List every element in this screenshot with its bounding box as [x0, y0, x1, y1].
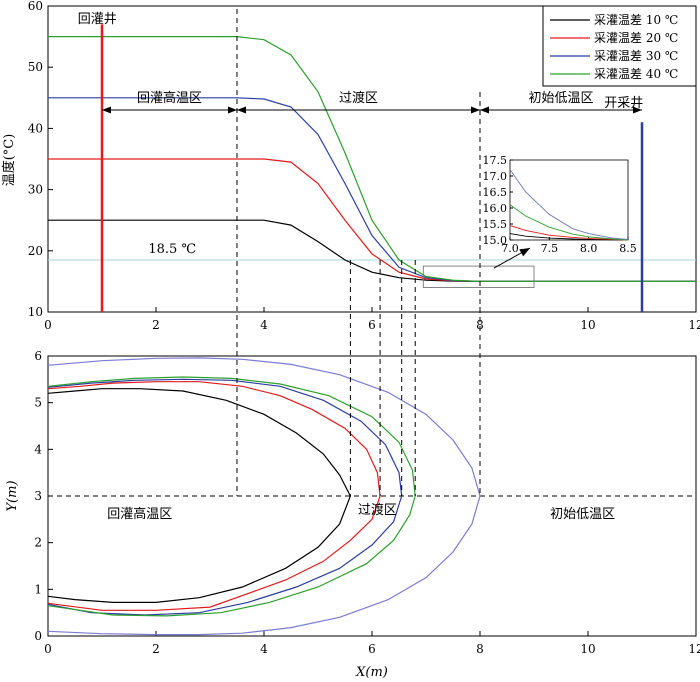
- bottom-y-tick-label: 6: [34, 349, 42, 363]
- legend-label-1: 采灌温差 10 ℃: [594, 13, 678, 27]
- legend-label-3: 采灌温差 30 ℃: [594, 49, 678, 63]
- inset-y-tick-label: 17.5: [483, 154, 508, 167]
- bottom-x-tick-label: 2: [152, 642, 160, 656]
- plume-contour-3: [47, 378, 403, 616]
- plume-contours: [47, 357, 481, 636]
- top-y-tick-label: 50: [28, 60, 43, 74]
- plume-contour-5: [47, 357, 481, 636]
- bottom-zone-label-initial-low-temp: 初始低温区: [550, 507, 615, 522]
- top-x-tick-label: 0: [44, 318, 52, 332]
- top-y-tick-label: 10: [28, 305, 43, 319]
- top-y-tick-label: 60: [28, 0, 43, 13]
- zone-arrow-3-head-right: [633, 106, 642, 114]
- zone-label-initial-low-temp: 初始低温区: [528, 91, 593, 106]
- bottom-x-tick-label: 0: [44, 642, 52, 656]
- inset-x-tick-label: 8.0: [580, 242, 598, 255]
- zone-label-transition: 过渡区: [339, 90, 378, 106]
- bottom-x-tick-label: 12: [688, 642, 700, 656]
- inset-y-tick-label: 15.0: [483, 234, 508, 247]
- bottom-y-tick-label: 5: [34, 396, 42, 410]
- top-x-tick-label: 2: [152, 318, 160, 332]
- inset-x-tick-label: 7.5: [541, 242, 559, 255]
- top-series-line-4: [48, 36, 696, 282]
- bottom-y-tick-label: 0: [34, 629, 42, 643]
- bottom-zone-label-injection-high-temp: 回灌高温区: [107, 506, 172, 522]
- zone-arrow-2-head-right: [471, 106, 480, 114]
- top-axis-ticks: 0 2 4 6 8 10 12 10 20 30 40 50 60: [28, 0, 700, 332]
- top-x-tick-label: 4: [260, 318, 268, 332]
- inset-series-line-4: [509, 169, 629, 240]
- plume-contour-2: [47, 381, 381, 611]
- bottom-y-tick-label: 3: [34, 489, 42, 503]
- bottom-zone-label-transition: 过渡区: [358, 502, 397, 518]
- bottom-x-tick-label: 4: [260, 642, 268, 656]
- zone-arrow-1-head-right: [228, 106, 237, 114]
- reference-line-label: 18.5 ℃: [148, 242, 196, 257]
- zone-arrow-2-head-left: [237, 106, 246, 114]
- legend-label-2: 采灌温差 20 ℃: [594, 31, 678, 45]
- inset-series-line-3: [509, 204, 629, 241]
- top-y-tick-label: 40: [28, 121, 43, 135]
- top-y-axis-label: 温度(°C): [1, 134, 17, 187]
- bottom-y-tick-label: 2: [34, 536, 42, 550]
- legend-entries: 采灌温差 10 ℃ 采灌温差 20 ℃ 采灌温差 30 ℃ 采灌温差 40 ℃: [550, 13, 678, 81]
- bottom-x-tick-label: 6: [368, 642, 376, 656]
- bottom-x-tick-label: 10: [580, 642, 595, 656]
- inset-y-tick-label: 16.0: [483, 202, 508, 215]
- zone-arrow-1-head-left: [102, 106, 111, 114]
- zoom-box: [422, 265, 535, 288]
- legend-box: [542, 5, 697, 87]
- inset-y-tick-label: 16.5: [483, 186, 508, 199]
- top-series-lines: [48, 36, 696, 282]
- inset-x-tick-label: 8.5: [619, 242, 637, 255]
- top-x-tick-label: 12: [688, 318, 700, 332]
- zone-arrow-3-head-left: [480, 106, 489, 114]
- bottom-y-tick-label: 4: [34, 442, 42, 456]
- inset-x-tick-label: 7.0: [501, 242, 519, 255]
- top-y-tick-label: 20: [28, 244, 43, 258]
- connector-lines: [236, 9, 481, 496]
- bottom-x-tick-label: 8: [476, 642, 484, 656]
- plume-contour-4: [47, 376, 416, 617]
- inset-zoom: 7.0 7.5 8.0 8.5 15.0 15.5 16.0 16.5 17.0 17.5: [422, 154, 637, 288]
- zone-label-injection-high-temp: 回灌高温区: [137, 90, 202, 106]
- zoom-pointer-head: [519, 248, 530, 257]
- top-x-tick-label: 10: [580, 318, 595, 332]
- legend: 采灌温差 10 ℃ 采灌温差 20 ℃ 采灌温差 30 ℃ 采灌温差 40 ℃: [542, 5, 697, 87]
- legend-label-4: 采灌温差 40 ℃: [594, 67, 678, 81]
- plume-contour-1: [47, 388, 352, 603]
- top-x-tick-label: 6: [368, 318, 376, 332]
- zone-arrows: [102, 106, 642, 114]
- bottom-x-axis-label: X(m): [355, 665, 388, 680]
- inset-y-tick-label: 17.0: [483, 170, 508, 183]
- injection-well-label: 回灌井: [78, 12, 117, 27]
- inset-frame: [509, 159, 629, 241]
- bottom-y-axis-label: Y(m): [5, 480, 20, 511]
- top-y-tick-label: 30: [28, 183, 43, 197]
- inset-y-tick-label: 15.5: [483, 218, 508, 231]
- bottom-y-tick-label: 1: [34, 582, 42, 596]
- top-x-tick-label: 8: [476, 318, 484, 332]
